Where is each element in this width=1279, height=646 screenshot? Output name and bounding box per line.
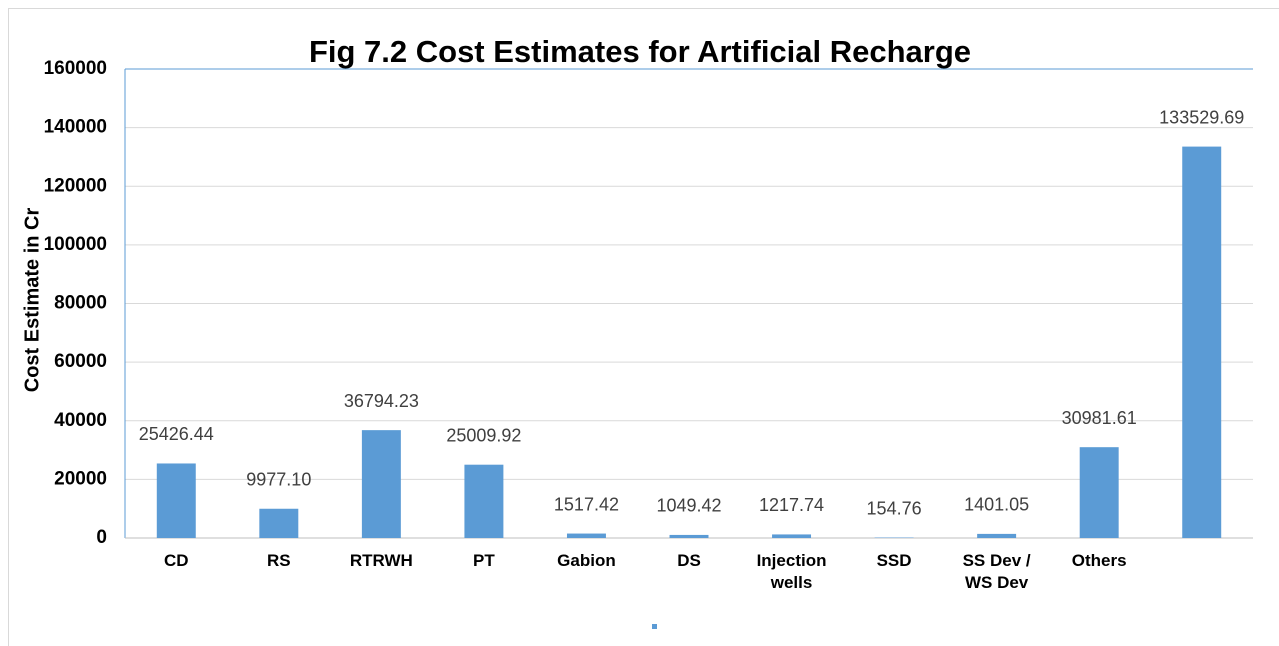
y-tick-label: 40000 xyxy=(54,410,107,431)
data-label: 9977.10 xyxy=(246,470,311,490)
x-tick-label: DS xyxy=(677,551,701,570)
y-tick-label: 140000 xyxy=(44,117,107,138)
data-label: 25426.44 xyxy=(139,424,214,444)
data-label: 30981.61 xyxy=(1062,408,1137,428)
bar xyxy=(1182,146,1222,538)
y-tick-label: 120000 xyxy=(44,175,107,196)
legend-marker xyxy=(652,624,657,629)
bar xyxy=(259,508,299,538)
x-tick-label: SS Dev / WS Dev xyxy=(962,551,1031,592)
y-tick-label: 100000 xyxy=(44,234,107,255)
chart-border xyxy=(8,8,1279,646)
x-tick-label: Injection wells xyxy=(756,551,827,592)
x-tick-label: Others xyxy=(1071,551,1127,570)
y-axis-label: Cost Estimate in Cr xyxy=(21,208,43,393)
y-tick-label: 60000 xyxy=(54,351,107,372)
bar xyxy=(361,430,401,538)
bar xyxy=(566,533,606,538)
data-label: 36794.23 xyxy=(344,391,419,411)
data-label: 25009.92 xyxy=(446,425,521,445)
y-tick-label: 0 xyxy=(96,527,107,548)
x-tick-label: RTRWH xyxy=(349,551,413,570)
bar xyxy=(1079,447,1119,538)
x-tick-label: PT xyxy=(473,551,495,570)
x-tick-label: RS xyxy=(267,551,291,570)
data-label: 1049.42 xyxy=(656,496,721,516)
bar xyxy=(977,533,1017,538)
bar xyxy=(156,463,196,538)
x-tick-label: CD xyxy=(163,551,189,570)
data-label: 1401.05 xyxy=(964,495,1029,515)
x-tick-label: SSD xyxy=(876,551,912,570)
data-label: 133529.69 xyxy=(1159,107,1244,127)
bar xyxy=(772,534,812,538)
y-tick-label: 160000 xyxy=(44,58,107,79)
bar xyxy=(464,464,504,538)
bar xyxy=(669,534,709,538)
y-tick-label: 20000 xyxy=(54,468,107,489)
x-tick-label: Gabion xyxy=(557,551,616,570)
data-label: 154.76 xyxy=(867,498,922,518)
data-label: 1217.74 xyxy=(759,495,824,515)
data-label: 1517.42 xyxy=(554,494,619,514)
y-tick-label: 80000 xyxy=(54,293,107,314)
chart-title: Fig 7.2 Cost Estimates for Artificial Re… xyxy=(309,34,971,69)
